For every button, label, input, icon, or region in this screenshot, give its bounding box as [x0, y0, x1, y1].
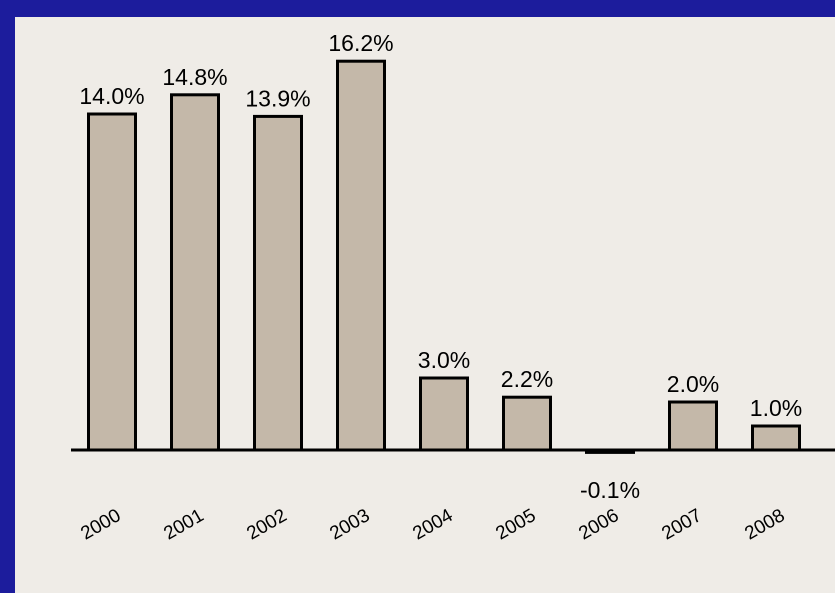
x-tick-label-2003: 2003 — [326, 505, 373, 544]
data-label-2005: 2.2% — [501, 366, 553, 392]
x-tick-label-2004: 2004 — [409, 505, 456, 545]
x-tick-label-2006: 2006 — [575, 505, 622, 544]
data-label-2008: 1.0% — [750, 395, 802, 421]
bar-2007 — [668, 400, 718, 452]
data-label-2002: 13.9% — [245, 85, 310, 111]
data-label-2000: 14.0% — [79, 83, 144, 109]
bar-2008 — [751, 424, 801, 452]
x-tick-label-2007: 2007 — [658, 505, 705, 544]
bar-chart: 14.0% 2000 14.8% 2001 13.9% 2002 16.2% 2003 3.0%… — [71, 30, 835, 545]
bar-2000 — [87, 112, 137, 452]
bar-2002 — [253, 114, 303, 452]
data-label-2007: 2.0% — [667, 371, 719, 397]
x-tick-label-2000: 2000 — [77, 505, 124, 544]
bar-2003 — [336, 59, 386, 452]
x-tick-label-2005: 2005 — [492, 505, 539, 544]
bar-2001 — [170, 93, 220, 452]
data-label-2004: 3.0% — [418, 347, 470, 373]
bar-2005 — [502, 395, 552, 452]
chart-panel: 14.0% 2000 14.8% 2001 13.9% 2002 16.2% 2003 3.0%… — [15, 17, 835, 593]
x-tick-label-2001: 2001 — [160, 505, 207, 544]
x-tick-label-2008: 2008 — [741, 505, 788, 544]
data-label-2006: -0.1% — [580, 477, 640, 503]
x-tick-label-2002: 2002 — [243, 505, 290, 544]
bar-2004 — [419, 376, 469, 452]
data-label-2001: 14.8% — [162, 64, 227, 90]
data-label-2003: 16.2% — [328, 30, 393, 56]
